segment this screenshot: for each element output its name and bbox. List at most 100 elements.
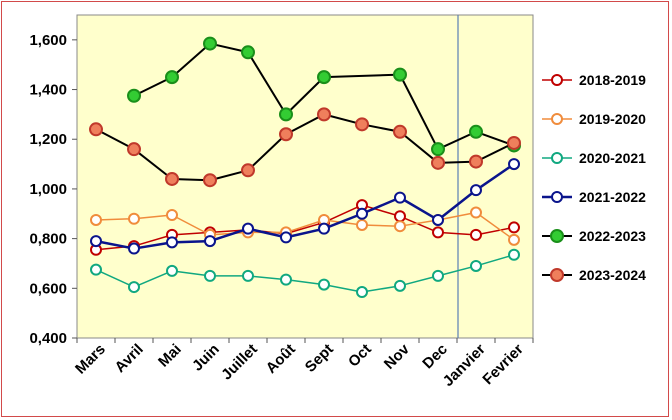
data-point	[470, 206, 482, 219]
y-tick-label: 1,400	[29, 82, 67, 99]
data-point	[394, 279, 406, 292]
data-point	[280, 273, 292, 286]
legend-label: 2019-2020	[579, 111, 646, 127]
data-point	[432, 226, 444, 239]
data-point	[128, 281, 140, 294]
series-layer	[89, 36, 521, 299]
legend-label: 2022-2023	[579, 228, 646, 244]
y-tick-label: 0,800	[29, 231, 67, 248]
data-point	[203, 173, 217, 188]
data-point	[355, 117, 369, 132]
data-point	[470, 184, 482, 197]
data-point	[279, 107, 293, 122]
data-point	[204, 269, 216, 282]
legend-marker	[550, 229, 564, 243]
legend-label: 2023-2024	[579, 267, 646, 283]
legend: 2018-2019 2019-2020 2020-2021 2021-2022 2022…	[542, 72, 646, 283]
legend-label: 2018-2019	[579, 72, 646, 88]
data-point	[470, 259, 482, 272]
legend-marker	[551, 152, 563, 164]
data-point	[394, 191, 406, 204]
legend-label: 2020-2021	[579, 150, 646, 166]
data-point	[279, 127, 293, 142]
x-tick-label: Janvier	[440, 341, 489, 390]
legend-marker	[551, 74, 563, 86]
data-point	[356, 286, 368, 299]
data-point	[508, 233, 520, 246]
y-tick-label: 0,600	[29, 280, 67, 297]
data-point	[127, 88, 141, 103]
data-point	[356, 207, 368, 220]
data-point	[508, 248, 520, 261]
series-line	[95, 254, 515, 293]
data-point	[241, 163, 255, 178]
data-point	[241, 45, 255, 60]
data-point	[166, 236, 178, 249]
data-point	[90, 213, 102, 226]
legend-item: 2019-2020	[542, 111, 646, 127]
data-point	[469, 154, 483, 169]
data-point	[356, 218, 368, 231]
data-point	[469, 124, 483, 139]
legend-item: 2022-2023	[542, 228, 646, 244]
series-2020-2021	[90, 248, 520, 299]
x-tick-label: Août	[263, 341, 299, 377]
legend-label: 2021-2022	[579, 189, 646, 205]
data-point	[431, 155, 445, 170]
data-point	[242, 269, 254, 282]
data-point	[393, 67, 407, 82]
data-point	[393, 124, 407, 139]
series-line	[95, 204, 515, 251]
data-point	[90, 235, 102, 248]
data-point	[432, 269, 444, 282]
data-point	[128, 242, 140, 255]
data-point	[317, 70, 331, 85]
data-point	[242, 222, 254, 235]
data-point	[127, 142, 141, 157]
x-tick-label: Avril	[112, 341, 147, 376]
x-tick-label: Fevrier	[479, 341, 527, 389]
x-tick-label: Juin	[189, 341, 223, 375]
data-point	[508, 221, 520, 234]
y-axis: 0,400 0,600 0,800 1,000 1,200 1,400 1,600	[29, 32, 77, 347]
x-tick-label: Sept	[302, 341, 337, 376]
series-2022-2023	[127, 36, 521, 157]
data-point	[165, 171, 179, 186]
data-point	[508, 158, 520, 171]
data-point	[470, 228, 482, 241]
series-line	[95, 163, 515, 250]
y-tick-label: 0,400	[29, 330, 67, 347]
data-point	[394, 220, 406, 233]
data-point	[318, 278, 330, 291]
x-tick-label: Mars	[72, 341, 109, 378]
data-point	[166, 264, 178, 277]
x-tick-label: Dec	[419, 341, 450, 372]
series-line	[133, 42, 515, 151]
legend-item: 2023-2024	[542, 267, 646, 283]
data-point	[128, 212, 140, 225]
data-point	[90, 263, 102, 276]
x-tick-label: Nov	[381, 340, 414, 373]
x-tick-label: Juillet	[218, 341, 261, 384]
data-point	[89, 122, 103, 137]
x-tick-label: Mai	[155, 341, 185, 371]
data-point	[431, 142, 445, 157]
data-point	[280, 231, 292, 244]
data-point	[507, 135, 521, 150]
y-tick-label: 1,000	[29, 181, 67, 198]
data-point	[394, 210, 406, 223]
legend-item: 2018-2019	[542, 72, 646, 88]
data-point	[318, 222, 330, 235]
y-tick-label: 1,200	[29, 131, 67, 148]
data-point	[204, 235, 216, 248]
data-point	[166, 209, 178, 222]
series-2023-2024	[89, 107, 521, 188]
data-point	[432, 213, 444, 226]
x-tick-label: Oct	[345, 341, 375, 371]
data-point	[165, 70, 179, 85]
data-point	[317, 107, 331, 122]
legend-marker	[550, 268, 564, 282]
